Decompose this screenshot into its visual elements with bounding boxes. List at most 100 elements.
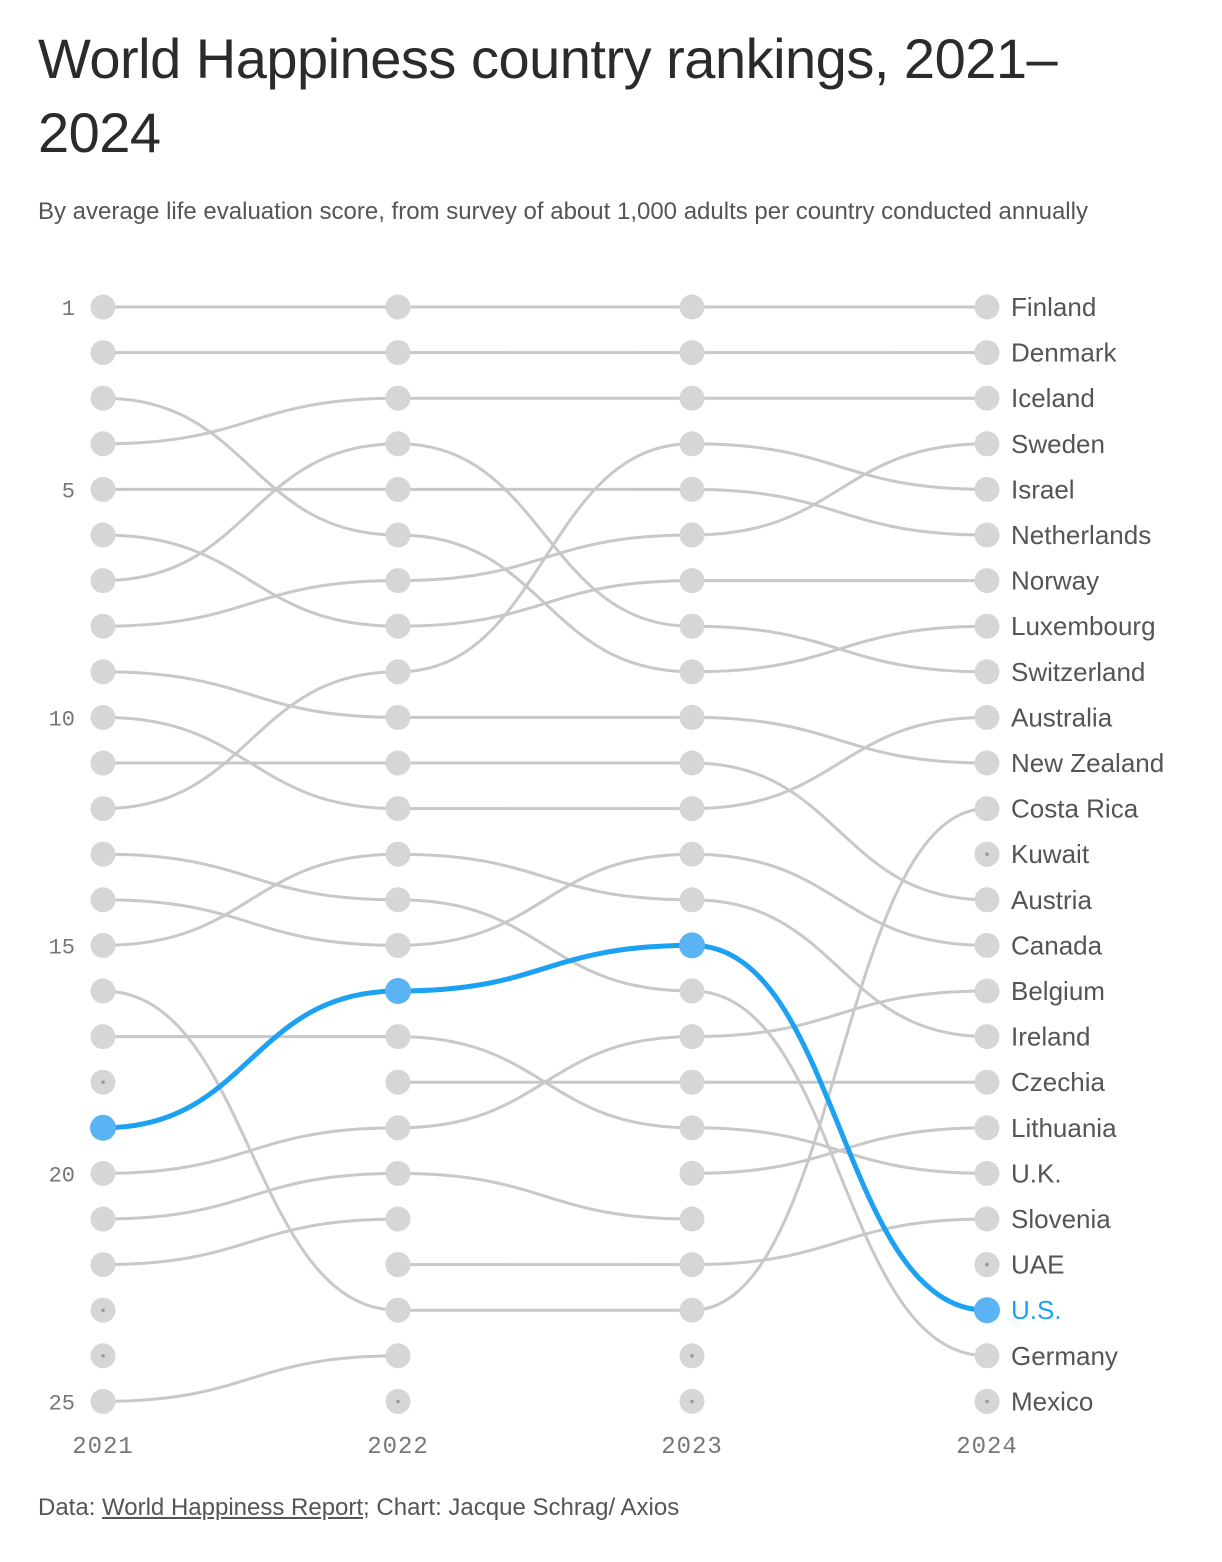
dot-australia-2021 bbox=[90, 704, 116, 730]
line-switzerland-2021-2022 bbox=[101, 442, 400, 583]
dot-u-s-2022 bbox=[385, 978, 411, 1004]
dot-finland-2022 bbox=[385, 294, 411, 320]
rank-dots bbox=[90, 294, 1000, 1414]
dot-netherlands-2021 bbox=[90, 476, 116, 502]
dot-germany-2022 bbox=[385, 887, 411, 913]
dot-costa-rica-2023 bbox=[679, 1297, 705, 1323]
y-tick-20: 20 bbox=[49, 1163, 75, 1188]
label-israel: Israel bbox=[1011, 474, 1075, 504]
dot-unnamed-a-2021 bbox=[90, 1206, 116, 1232]
dot-slovenia-2024 bbox=[974, 1206, 1000, 1232]
empty-slot-center-2021-24 bbox=[101, 1354, 105, 1358]
x-tick-2023: 2023 bbox=[661, 1434, 723, 1461]
line-u-k-2023-2024 bbox=[690, 1126, 989, 1175]
line-switzerland-2023-2024 bbox=[690, 624, 989, 674]
line-ireland-2022-2023 bbox=[396, 852, 694, 902]
footer-suffix: ; Chart: Jacque Schrag/ Axios bbox=[363, 1494, 680, 1521]
dot-switzerland-2021 bbox=[90, 568, 116, 594]
empty-slot-center-2022-25 bbox=[396, 1399, 400, 1404]
line-new-zealand-2023-2024 bbox=[690, 715, 989, 765]
dot-belgium-2021 bbox=[90, 1160, 116, 1186]
label-australia: Australia bbox=[1011, 702, 1113, 732]
line-germany-2022-2023 bbox=[396, 898, 694, 993]
dot-sweden-2021 bbox=[90, 613, 116, 639]
dot-finland-2023 bbox=[679, 294, 705, 320]
dot-costa-rica-2021 bbox=[90, 978, 116, 1004]
dot-slovenia-2022 bbox=[385, 1252, 411, 1278]
chart-subtitle: By average life evaluation score, from s… bbox=[38, 198, 1088, 225]
line-switzerland-2022-2023 bbox=[396, 442, 694, 628]
line-unnamed-b-2021-2022 bbox=[101, 1217, 400, 1267]
dot-belgium-2024 bbox=[974, 978, 1000, 1004]
label-u-k: U.K. bbox=[1011, 1158, 1062, 1188]
dot-unnamed-b-2021 bbox=[90, 1252, 116, 1278]
dot-center-mexico bbox=[985, 1399, 989, 1404]
line-unnamed-a-2021-2022 bbox=[101, 1171, 400, 1221]
label-canada: Canada bbox=[1011, 930, 1103, 960]
dot-u-k-2024 bbox=[974, 1160, 1000, 1186]
dot-denmark-2024 bbox=[974, 340, 1000, 366]
dot-unnamed-a-2022 bbox=[385, 1160, 411, 1186]
dot-denmark-2023 bbox=[679, 340, 705, 366]
dot-slovenia-2023 bbox=[679, 1252, 705, 1278]
dot-czechia-2023 bbox=[679, 1069, 705, 1095]
line-luxembourg-2022-2023 bbox=[396, 533, 694, 674]
dot-unnamed-a-2023 bbox=[679, 1206, 705, 1232]
dot-center-uae bbox=[985, 1262, 989, 1267]
dot-iceland-2023 bbox=[679, 385, 705, 411]
x-tick-2021: 2021 bbox=[72, 1434, 134, 1461]
dot-germany-2023 bbox=[679, 978, 705, 1004]
label-germany: Germany bbox=[1011, 1341, 1118, 1371]
dot-luxembourg-2022 bbox=[385, 522, 411, 548]
dot-germany-2021 bbox=[90, 841, 116, 867]
dot-norway-2021 bbox=[90, 522, 116, 548]
line-unnamed-c-2021-2022 bbox=[101, 1354, 400, 1403]
dot-new-zealand-2024 bbox=[974, 750, 1000, 776]
dot-belgium-2023 bbox=[679, 1024, 705, 1050]
dot-new-zealand-2022 bbox=[385, 704, 411, 730]
dot-czechia-2022 bbox=[385, 1069, 411, 1095]
line-luxembourg-2021-2022 bbox=[101, 396, 400, 537]
y-tick-1: 1 bbox=[62, 297, 75, 322]
line-ireland-2023-2024 bbox=[690, 898, 989, 1039]
line-iceland-2021-2022 bbox=[101, 396, 400, 446]
label-slovenia: Slovenia bbox=[1011, 1204, 1111, 1234]
dot-luxembourg-2024 bbox=[974, 613, 1000, 639]
label-netherlands: Netherlands bbox=[1011, 520, 1151, 550]
dot-belgium-2022 bbox=[385, 1115, 411, 1141]
dot-unnamed-c-2022 bbox=[385, 1343, 411, 1369]
dot-switzerland-2024 bbox=[974, 659, 1000, 685]
empty-slot-center-2023-25 bbox=[690, 1399, 694, 1404]
dot-ireland-2022 bbox=[385, 841, 411, 867]
dot-israel-2024 bbox=[974, 476, 1000, 502]
line-austria-2023-2024 bbox=[690, 761, 989, 902]
dot-iceland-2022 bbox=[385, 385, 411, 411]
dot-finland-2024 bbox=[974, 294, 1000, 320]
line-new-zealand-2021-2022 bbox=[101, 670, 400, 719]
dot-sweden-2024 bbox=[974, 431, 1000, 457]
dot-costa-rica-2024 bbox=[974, 796, 1000, 822]
dot-netherlands-2024 bbox=[974, 522, 1000, 548]
dot-denmark-2022 bbox=[385, 340, 411, 366]
dot-austria-2022 bbox=[385, 750, 411, 776]
dot-new-zealand-2021 bbox=[90, 659, 116, 685]
dot-ireland-2023 bbox=[679, 887, 705, 913]
source-link[interactable]: World Happiness Report bbox=[102, 1494, 364, 1521]
dot-unnamed-c-2021 bbox=[90, 1388, 116, 1414]
label-new-zealand: New Zealand bbox=[1011, 748, 1164, 778]
label-ireland: Ireland bbox=[1011, 1022, 1091, 1052]
y-tick-25: 25 bbox=[49, 1391, 75, 1416]
dot-ireland-2024 bbox=[974, 1024, 1000, 1050]
line-australia-2023-2024 bbox=[690, 715, 989, 811]
empty-slot-center-2021-23 bbox=[101, 1308, 105, 1312]
line-belgium-2021-2022 bbox=[101, 1126, 400, 1175]
dot-denmark-2021 bbox=[90, 340, 116, 366]
label-mexico: Mexico bbox=[1011, 1386, 1093, 1416]
line-germany-2021-2022 bbox=[101, 852, 400, 902]
dot-ireland-2021 bbox=[90, 932, 116, 958]
label-norway: Norway bbox=[1011, 566, 1099, 596]
y-tick-5: 5 bbox=[62, 479, 75, 504]
label-denmark: Denmark bbox=[1011, 338, 1117, 368]
line-u-s-2021-2022 bbox=[100, 988, 401, 1131]
